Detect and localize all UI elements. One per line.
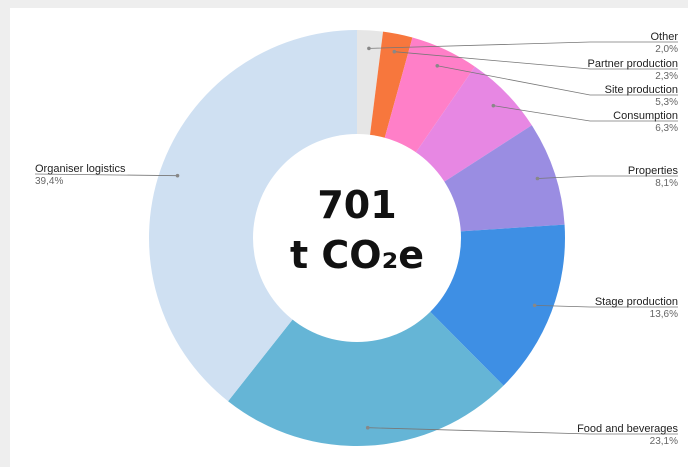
leader-line (367, 427, 678, 435)
slice-label: Other (650, 31, 678, 43)
leader-line (537, 175, 678, 179)
leader-dot (392, 49, 397, 54)
slice-label: Site production (605, 84, 678, 96)
slice (148, 30, 357, 402)
slice-value-label: 6,3% (655, 123, 678, 134)
leader-line (437, 65, 678, 96)
leader-line (493, 105, 678, 122)
leader-dot (435, 63, 440, 68)
leader-line (368, 41, 678, 49)
slice-label: Properties (628, 165, 679, 177)
leader-line (394, 51, 678, 70)
slice-label: Food and beverages (577, 423, 678, 435)
leader-dot (532, 303, 537, 308)
leader-dot (535, 176, 540, 181)
center-unit: t CO₂e (290, 233, 424, 277)
leader-dot (367, 46, 371, 51)
slice-value-label: 39,4% (35, 176, 63, 187)
slice-value-label: 2,0% (655, 44, 678, 55)
leader-dot (491, 103, 496, 108)
slice-value-label: 8,1% (655, 178, 678, 189)
center-value: 701 (317, 183, 396, 227)
leader-line (34, 173, 178, 177)
slice-label: Organiser logistics (35, 163, 126, 175)
slice-label: Stage production (595, 296, 678, 308)
leader-dot (365, 425, 370, 430)
donut-hole (253, 134, 461, 342)
slice-label: Partner production (588, 58, 679, 70)
slice-value-label: 13,6% (650, 309, 678, 320)
slice-label: Consumption (613, 110, 678, 122)
slice (228, 238, 504, 447)
slice-value-label: 2,3% (655, 71, 678, 82)
slice-value-label: 23,1% (650, 436, 678, 447)
leader-line (534, 304, 678, 308)
leader-dot (175, 173, 180, 178)
slice-value-label: 5,3% (655, 97, 678, 108)
